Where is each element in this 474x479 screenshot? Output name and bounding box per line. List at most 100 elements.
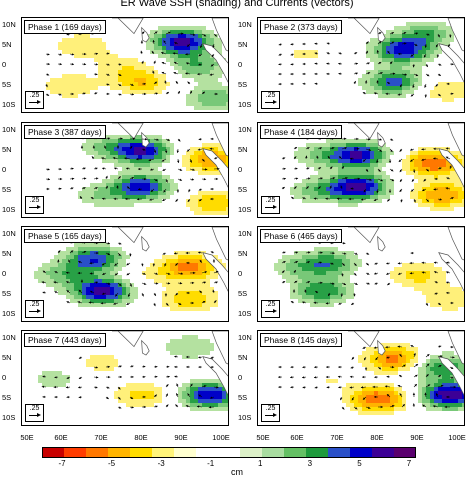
- colorbar-segment: [350, 447, 373, 458]
- ssh-cell: [54, 90, 58, 94]
- current-vector: [141, 137, 148, 141]
- current-vector: [189, 33, 196, 36]
- ssh-cell: [206, 391, 210, 395]
- ssh-cell: [402, 279, 406, 283]
- ssh-cell: [434, 34, 438, 38]
- ssh-cell: [386, 82, 390, 86]
- current-vector: [141, 395, 146, 399]
- ssh-cell: [374, 175, 378, 179]
- ssh-cell: [398, 275, 402, 279]
- ssh-cell: [446, 355, 450, 359]
- current-vector: [290, 72, 295, 76]
- ssh-cell: [190, 62, 194, 66]
- land-sri-lanka: [141, 235, 150, 252]
- ssh-cell: [102, 143, 106, 147]
- ssh-cell: [78, 46, 82, 50]
- ssh-cell: [338, 159, 342, 163]
- ssh-cell: [330, 187, 334, 191]
- ssh-cell: [374, 387, 378, 391]
- ssh-cell: [158, 86, 162, 90]
- ssh-cell: [198, 399, 202, 403]
- ssh-cell: [182, 299, 186, 303]
- ssh-cell: [402, 82, 406, 86]
- ssh-cell: [426, 399, 430, 403]
- ssh-cell: [150, 183, 154, 187]
- ssh-cell: [154, 167, 158, 171]
- ssh-cell: [186, 387, 190, 391]
- ssh-cell: [162, 50, 166, 54]
- ssh-cell: [198, 86, 202, 90]
- current-vector: [117, 73, 122, 77]
- map-canvas: [38, 331, 228, 411]
- ssh-cell: [414, 175, 418, 179]
- ssh-cell: [98, 271, 102, 275]
- ssh-cell: [198, 147, 202, 151]
- ssh-cell: [82, 243, 86, 247]
- ssh-cell: [430, 287, 434, 291]
- figure-title: ER Wave SSH (shading) and Currents (vect…: [120, 0, 354, 9]
- land-malay-peninsula: [211, 331, 228, 365]
- ssh-cell: [442, 30, 446, 34]
- ssh-cell: [202, 195, 206, 199]
- ssh-cell: [94, 299, 98, 303]
- lat-tick-label: 5S: [238, 80, 248, 89]
- ssh-cell: [186, 30, 190, 34]
- ssh-cell: [446, 30, 450, 34]
- ssh-cell: [62, 275, 66, 279]
- ssh-cell: [194, 203, 198, 207]
- ssh-cell: [434, 303, 438, 307]
- ssh-cell: [378, 187, 382, 191]
- ssh-cell: [338, 195, 342, 199]
- current-vector: [446, 177, 451, 180]
- ssh-cell: [82, 291, 86, 295]
- ssh-cell: [362, 155, 366, 159]
- ssh-cell: [418, 267, 422, 271]
- current-vector: [189, 271, 196, 275]
- ssh-cell: [170, 26, 174, 30]
- ssh-cell: [134, 295, 138, 299]
- current-vector: [112, 157, 119, 160]
- ssh-cell: [98, 363, 102, 367]
- ssh-cell: [70, 74, 74, 78]
- ssh-cell: [418, 199, 422, 203]
- ssh-cell: [430, 371, 434, 375]
- ssh-cell: [386, 343, 390, 347]
- ssh-cell: [294, 295, 298, 299]
- land-india: [348, 227, 380, 244]
- ssh-cell: [126, 135, 130, 139]
- ssh-cell: [86, 151, 90, 155]
- current-vector: [278, 53, 283, 56]
- ssh-cell: [222, 211, 226, 215]
- ssh-cell: [198, 383, 202, 387]
- ssh-cell: [414, 279, 418, 283]
- ssh-cell: [62, 259, 66, 263]
- ssh-cell: [374, 38, 378, 42]
- ssh-cell: [410, 283, 414, 287]
- current-vector: [152, 39, 155, 45]
- ssh-cell: [214, 98, 218, 102]
- ssh-cell: [98, 143, 102, 147]
- ssh-cell: [146, 387, 150, 391]
- ssh-cell: [378, 163, 382, 167]
- current-vector: [177, 138, 181, 142]
- ssh-cell: [450, 383, 454, 387]
- current-vector: [101, 262, 107, 266]
- ssh-cell: [110, 191, 114, 195]
- ssh-cell: [326, 187, 330, 191]
- current-vector: [80, 279, 84, 284]
- ssh-cell: [458, 179, 462, 183]
- ssh-cell: [110, 175, 114, 179]
- current-vector: [90, 196, 95, 200]
- ssh-cell: [122, 279, 126, 283]
- ssh-cell: [438, 207, 442, 211]
- ssh-cell: [446, 94, 450, 98]
- ssh-cell: [130, 403, 134, 407]
- ssh-cell: [294, 275, 298, 279]
- ssh-cell: [158, 391, 162, 395]
- current-vector: [162, 198, 167, 202]
- ssh-cell: [158, 183, 162, 187]
- current-vector: [387, 81, 391, 85]
- ssh-cell: [362, 171, 366, 175]
- ssh-cell: [182, 263, 186, 267]
- ssh-cell: [166, 58, 170, 62]
